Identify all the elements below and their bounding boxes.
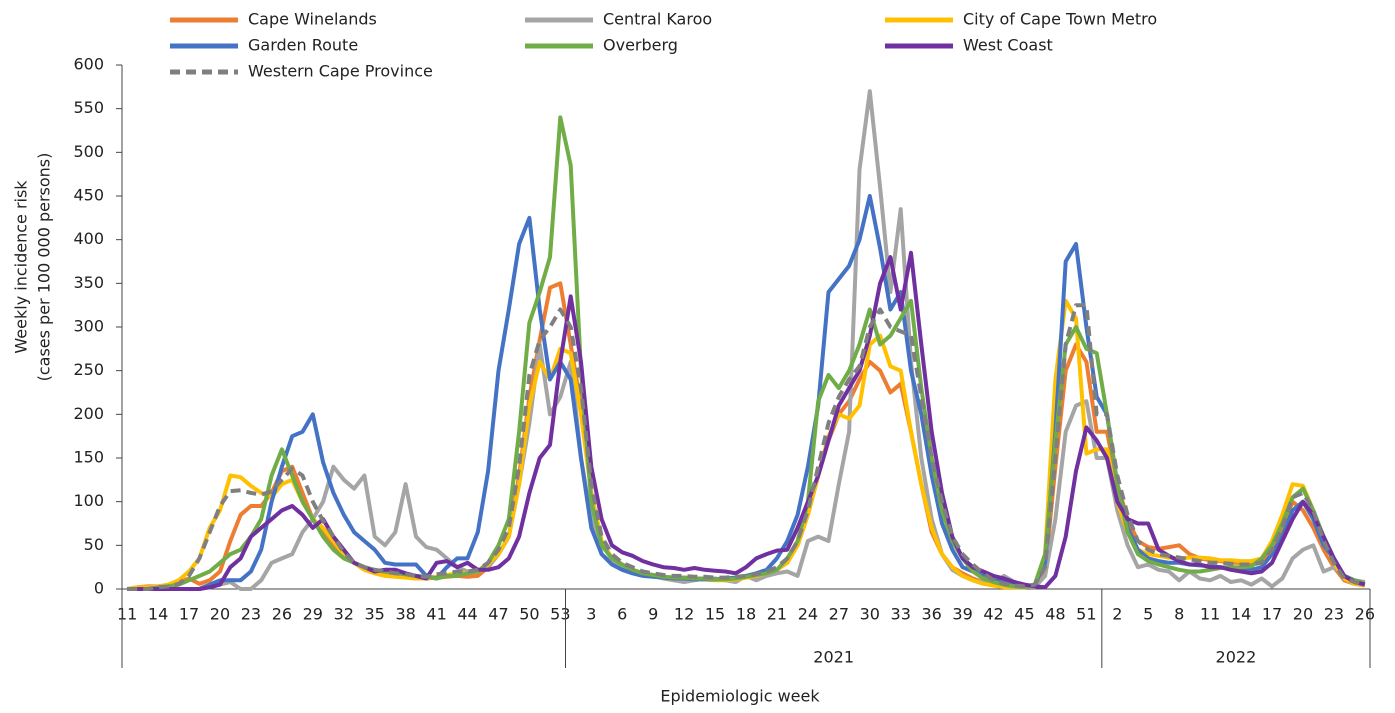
x-tick-label: 12 xyxy=(674,605,694,624)
x-tick-label: 47 xyxy=(488,605,508,624)
x-tick-label: 33 xyxy=(891,605,911,624)
x-tick-label: 11 xyxy=(1200,605,1220,624)
x-tick-label: 6 xyxy=(617,605,627,624)
legend-label: Western Cape Province xyxy=(248,62,433,81)
group-label: 2022 xyxy=(1216,648,1257,667)
legend-label: Central Karoo xyxy=(603,10,712,29)
x-tick-label: 45 xyxy=(1014,605,1034,624)
x-tick-label: 29 xyxy=(303,605,323,624)
x-tick-label: 3 xyxy=(586,605,596,624)
group-label: 2021 xyxy=(813,648,854,667)
x-tick-label: 17 xyxy=(1262,605,1282,624)
y-tick-label: 600 xyxy=(73,55,104,74)
x-tick-label: 30 xyxy=(860,605,880,624)
y-tick-label: 550 xyxy=(73,98,104,117)
y-tick-label: 200 xyxy=(73,404,104,423)
y-axis-title: Weekly incidence risk xyxy=(12,180,31,354)
series-line xyxy=(127,115,1366,591)
x-axis-title: Epidemiologic week xyxy=(660,687,820,706)
x-tick-label: 48 xyxy=(1045,605,1065,624)
x-tick-label: 15 xyxy=(705,605,725,624)
x-tick-label: 2 xyxy=(1112,605,1122,624)
x-tick-label: 27 xyxy=(829,605,849,624)
y-tick-label: 350 xyxy=(73,273,104,292)
x-tick-label: 50 xyxy=(519,605,539,624)
x-tick-label: 11 xyxy=(117,605,137,624)
x-tick-label: 18 xyxy=(736,605,756,624)
x-tick-label: 42 xyxy=(983,605,1003,624)
y-tick-label: 250 xyxy=(73,360,104,379)
x-tick-label: 38 xyxy=(395,605,415,624)
x-tick-label: 5 xyxy=(1143,605,1153,624)
y-tick-label: 100 xyxy=(73,491,104,510)
x-tick-label: 26 xyxy=(1355,605,1375,624)
x-tick-label: 8 xyxy=(1174,605,1184,624)
x-tick-label: 23 xyxy=(1324,605,1344,624)
y-tick-label: 0 xyxy=(94,579,104,598)
x-tick-label: 24 xyxy=(798,605,818,624)
x-tick-label: 41 xyxy=(426,605,446,624)
legend-label: City of Cape Town Metro xyxy=(963,10,1157,29)
x-tick-label: 26 xyxy=(272,605,292,624)
legend-label: Cape Winelands xyxy=(248,10,377,29)
y-tick-label: 500 xyxy=(73,142,104,161)
x-tick-label: 21 xyxy=(767,605,787,624)
legend-label: Garden Route xyxy=(248,36,358,55)
legend-label: Overberg xyxy=(603,36,678,55)
x-tick-label: 53 xyxy=(550,605,570,624)
y-tick-label: 400 xyxy=(73,229,104,248)
series-line xyxy=(127,194,1366,591)
series-line xyxy=(126,281,1366,591)
x-tick-label: 36 xyxy=(921,605,941,624)
x-tick-label: 35 xyxy=(365,605,385,624)
x-tick-label: 14 xyxy=(1231,605,1251,624)
x-tick-label: 20 xyxy=(1293,605,1313,624)
y-axis-title: (cases per 100 000 persons) xyxy=(35,153,54,382)
x-tick-label: 23 xyxy=(241,605,261,624)
x-tick-label: 39 xyxy=(952,605,972,624)
x-tick-label: 51 xyxy=(1076,605,1096,624)
y-tick-label: 300 xyxy=(73,317,104,336)
series-line xyxy=(127,303,1366,591)
x-tick-label: 9 xyxy=(648,605,658,624)
x-tick-label: 14 xyxy=(148,605,168,624)
x-tick-label: 44 xyxy=(457,605,477,624)
y-tick-label: 450 xyxy=(73,186,104,205)
x-tick-label: 20 xyxy=(210,605,230,624)
y-tick-label: 50 xyxy=(84,535,104,554)
x-tick-label: 32 xyxy=(334,605,354,624)
y-tick-label: 150 xyxy=(73,448,104,467)
legend-label: West Coast xyxy=(963,36,1053,55)
x-tick-label: 17 xyxy=(179,605,199,624)
